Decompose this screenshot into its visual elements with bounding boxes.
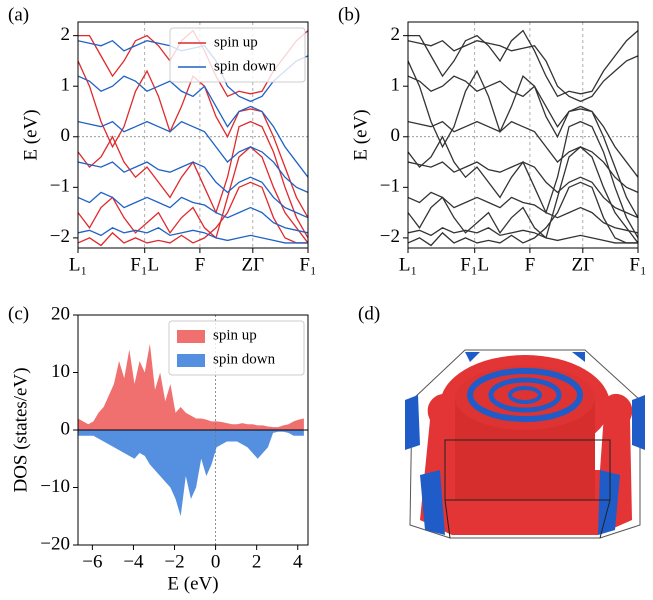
fermi-surface (405, 349, 645, 539)
legend-label: spin up (213, 327, 257, 343)
x-tick-label: 2 (252, 551, 262, 572)
legend-label: spin down (214, 58, 277, 74)
band-line (408, 120, 638, 239)
band-line (78, 191, 308, 234)
x-tick-label: L₁ (399, 254, 417, 275)
y-tick-label: −20 (40, 533, 70, 554)
legend-swatch (177, 354, 205, 367)
legend-label: spin up (214, 34, 258, 50)
band-line (78, 60, 308, 218)
dos-area (78, 430, 304, 517)
y-tick-label: 10 (51, 361, 70, 382)
x-tick-label: L₁ (69, 254, 87, 275)
band-line (408, 161, 638, 219)
x-tick-label: −2 (164, 551, 184, 572)
band-line (408, 227, 638, 244)
band-line (78, 75, 308, 178)
panel-label: (d) (358, 303, 380, 324)
y-tick-label: 2 (61, 24, 71, 45)
band-line (78, 181, 308, 247)
band-line (78, 227, 308, 244)
y-axis-label: E (eV) (350, 109, 371, 160)
y-tick-label: −1 (380, 176, 400, 197)
y-tick-label: −1 (50, 176, 70, 197)
x-tick-label: F₁ (299, 254, 316, 275)
x-tick-label: F₁ (629, 254, 646, 275)
x-tick-label: −4 (123, 551, 144, 572)
band-line (408, 39, 638, 103)
y-tick-label: 0 (61, 125, 71, 146)
y-tick-label: 0 (61, 418, 71, 439)
y-axis-label: E (eV) (20, 109, 41, 160)
legend-box (169, 27, 306, 83)
band-line (78, 120, 308, 193)
y-tick-label: 2 (391, 24, 401, 45)
x-tick-label: 4 (293, 551, 303, 572)
x-tick-label: 0 (211, 551, 221, 572)
y-tick-label: 1 (61, 75, 71, 96)
band-line (408, 29, 638, 98)
band-line (408, 120, 638, 193)
x-tick-label: F (525, 254, 536, 275)
band-line (408, 146, 638, 244)
x-tick-label: F₁L (460, 254, 489, 275)
y-tick-label: 20 (51, 303, 70, 324)
x-tick-label: ZΓ (242, 254, 265, 275)
dos-area (78, 343, 304, 430)
legend-swatch (177, 330, 205, 343)
y-tick-label: −2 (380, 226, 400, 247)
x-tick-label: −6 (82, 551, 102, 572)
legend-label: spin down (213, 351, 276, 367)
band-line (78, 161, 308, 219)
band-line (408, 60, 638, 218)
x-tick-label: F₁L (130, 254, 159, 275)
y-tick-label: −10 (40, 476, 70, 497)
y-tick-label: 0 (391, 125, 401, 146)
band-line (408, 75, 638, 178)
y-axis-label: DOS (states/eV) (10, 367, 31, 492)
axes-frame (407, 21, 639, 249)
panel-label: (c) (8, 303, 29, 324)
panel-label: (a) (8, 4, 29, 25)
band-line (78, 120, 308, 239)
band-line (408, 181, 638, 247)
y-tick-label: 1 (391, 75, 401, 96)
band-line (408, 191, 638, 234)
x-tick-label: ZΓ (572, 254, 595, 275)
x-tick-label: F (195, 254, 206, 275)
band-line (78, 146, 308, 244)
x-axis-label: E (eV) (167, 573, 218, 594)
panel-label: (b) (338, 4, 360, 25)
axes-frame (77, 21, 309, 249)
y-tick-label: −2 (50, 226, 70, 247)
